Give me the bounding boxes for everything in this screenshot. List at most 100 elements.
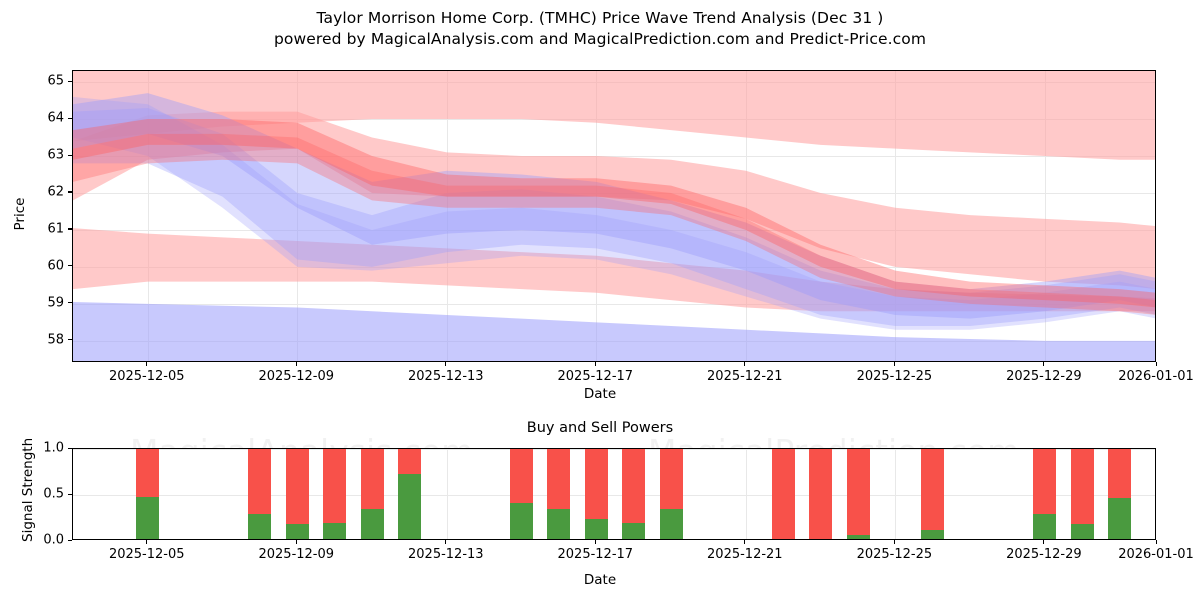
gridline-horizontal — [73, 303, 1155, 305]
signal-bar[interactable] — [1070, 449, 1094, 539]
signal-bar[interactable] — [584, 449, 608, 539]
price-band-upper-resistance-band — [73, 71, 1155, 160]
sell-power-segment — [659, 449, 683, 509]
signal-bar[interactable] — [248, 449, 272, 539]
price-wave-bands — [73, 71, 1155, 361]
sell-power-segment — [360, 449, 384, 509]
gridline-horizontal — [73, 495, 1155, 496]
price-y-tick-mark — [68, 80, 72, 82]
sell-power-segment — [397, 449, 421, 474]
gridline-horizontal — [73, 229, 1155, 231]
gridline-vertical — [745, 449, 747, 539]
signal-y-tick-mark — [68, 539, 72, 541]
price-band-blue-wave-a — [73, 93, 1155, 319]
price-y-tick-mark — [68, 117, 72, 119]
sell-power-segment — [547, 449, 571, 509]
signal-bar[interactable] — [622, 449, 646, 539]
signal-x-tick-mark — [445, 540, 447, 544]
signal-x-tick-label: 2025-12-17 — [557, 547, 634, 562]
signal-x-tick-label: 2025-12-09 — [258, 547, 335, 562]
buy-power-segment — [323, 523, 347, 539]
chart-title-block: Taylor Morrison Home Corp. (TMHC) Price … — [0, 8, 1200, 50]
sell-power-segment — [136, 449, 160, 497]
signal-y-tick-label: 0.5 — [43, 486, 64, 502]
signal-bar[interactable] — [136, 449, 160, 539]
buy-power-segment — [285, 524, 309, 539]
sell-power-segment — [921, 449, 945, 530]
price-y-tick-label: 64 — [47, 110, 64, 126]
signal-bar[interactable] — [1033, 449, 1057, 539]
sell-power-segment — [1033, 449, 1057, 515]
price-x-tick-label: 2025-12-05 — [108, 369, 185, 384]
price-x-tick-mark — [744, 362, 746, 366]
signal-bar[interactable] — [771, 449, 795, 539]
buy-power-segment — [248, 514, 272, 539]
sell-power-segment — [323, 449, 347, 524]
signal-x-tick-mark — [1155, 540, 1157, 544]
buy-power-segment — [136, 496, 160, 539]
signal-x-tick-label: 2025-12-05 — [108, 547, 185, 562]
price-y-tick-label: 62 — [47, 184, 64, 200]
price-band-red-wave-a — [73, 119, 1155, 308]
signal-x-tick-label: 2025-12-25 — [856, 547, 933, 562]
signal-x-tick-label: 2025-12-13 — [408, 547, 484, 562]
price-chart-y-axis-label: Price — [12, 197, 28, 231]
price-x-tick-label: 2025-12-21 — [707, 369, 783, 384]
price-x-tick-label: 2026-01-01 — [1118, 369, 1194, 384]
sell-power-segment — [846, 449, 870, 536]
price-y-tick-label: 63 — [47, 147, 64, 163]
price-y-tick-label: 59 — [47, 295, 64, 311]
buy-power-segment — [846, 535, 870, 539]
price-x-tick-mark — [1155, 362, 1157, 366]
price-x-tick-label: 2025-12-09 — [258, 369, 335, 384]
signal-x-tick-label: 2025-12-29 — [1006, 547, 1082, 562]
sell-power-segment — [809, 449, 833, 539]
sell-power-segment — [1070, 449, 1094, 525]
signal-chart-title: Buy and Sell Powers — [526, 420, 674, 436]
price-x-tick-mark — [295, 362, 297, 366]
signal-bar[interactable] — [846, 449, 870, 539]
sell-power-segment — [510, 449, 534, 504]
buy-power-segment — [584, 518, 608, 539]
buy-power-segment — [921, 529, 945, 539]
signal-bar[interactable] — [659, 449, 683, 539]
sell-power-segment — [771, 449, 795, 539]
signal-x-tick-mark — [594, 540, 596, 544]
price-x-tick-mark — [893, 362, 895, 366]
buy-power-segment — [397, 473, 421, 539]
price-x-tick-mark — [445, 362, 447, 366]
gridline-horizontal — [73, 449, 1155, 450]
price-band-blue-wave-c — [73, 96, 1155, 330]
gridline-vertical — [895, 449, 897, 539]
signal-bar[interactable] — [285, 449, 309, 539]
gridline-vertical — [1044, 71, 1046, 361]
signal-bar[interactable] — [510, 449, 534, 539]
gridline-vertical — [147, 71, 149, 361]
price-y-tick-mark — [68, 228, 72, 230]
sell-power-segment — [1108, 449, 1132, 498]
price-x-tick-label: 2025-12-29 — [1006, 369, 1082, 384]
signal-chart-x-axis-label: Date — [583, 572, 617, 588]
price-band-red-wave-b — [73, 133, 1155, 315]
gridline-vertical — [446, 71, 448, 361]
signal-x-tick-mark — [146, 540, 148, 544]
signal-bar[interactable] — [397, 449, 421, 539]
sell-power-segment — [248, 449, 272, 515]
price-x-tick-mark — [146, 362, 148, 366]
signal-y-tick-mark — [68, 447, 72, 449]
signal-bar[interactable] — [360, 449, 384, 539]
buy-power-segment — [547, 508, 571, 539]
buy-power-segment — [659, 508, 683, 539]
signal-bar[interactable] — [809, 449, 833, 539]
gridline-vertical — [596, 71, 598, 361]
signal-bar[interactable] — [1108, 449, 1132, 539]
signal-y-tick-label: 0.0 — [43, 532, 64, 548]
signal-bar[interactable] — [547, 449, 571, 539]
price-x-tick-label: 2025-12-17 — [557, 369, 634, 384]
price-y-tick-label: 58 — [47, 332, 64, 348]
chart-title-line-1: Taylor Morrison Home Corp. (TMHC) Price … — [316, 9, 884, 27]
signal-bar[interactable] — [921, 449, 945, 539]
price-y-tick-mark — [68, 302, 72, 304]
signal-bar[interactable] — [323, 449, 347, 539]
